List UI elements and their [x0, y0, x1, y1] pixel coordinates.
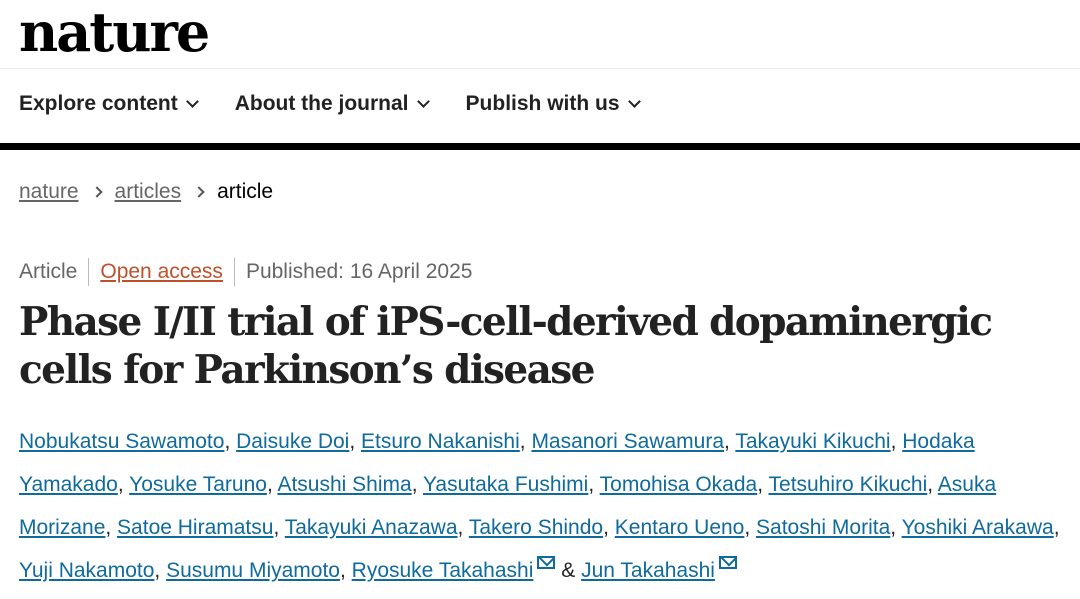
author-link[interactable]: Satoe Hiramatsu: [117, 516, 274, 539]
author-link[interactable]: Daisuke Doi: [236, 430, 350, 453]
breadcrumb-nature[interactable]: nature: [19, 180, 79, 203]
nature-logo[interactable]: nature: [19, 0, 210, 64]
author-link[interactable]: Takero Shindo: [468, 516, 604, 539]
nav-label: Explore content: [19, 92, 178, 115]
author-link[interactable]: Asuka Morizane: [19, 473, 997, 539]
author-link[interactable]: Jun Takahashi: [581, 559, 715, 582]
author-link[interactable]: Yuji Nakamoto: [19, 559, 155, 582]
email-icon[interactable]: [537, 556, 556, 569]
chevron-down-icon: [185, 95, 199, 108]
breadcrumb: nature articles article: [19, 180, 273, 204]
author-link[interactable]: Yoshiki Arakawa: [901, 516, 1054, 539]
nav-publish[interactable]: Publish with us: [465, 92, 641, 116]
author-link[interactable]: Tomohisa Okada: [599, 473, 758, 496]
author-link[interactable]: Yasutaka Fushimi: [422, 473, 589, 496]
author-link[interactable]: Etsuro Nakanishi: [361, 430, 520, 453]
author-link[interactable]: Hodaka Yamakado: [19, 430, 975, 496]
nav-explore-content[interactable]: Explore content: [19, 92, 199, 116]
email-icon[interactable]: [718, 556, 737, 569]
nav-label: About the journal: [234, 92, 409, 115]
header-bar: [0, 143, 1080, 150]
author-link[interactable]: Atsushi Shima: [277, 473, 412, 496]
author-link[interactable]: Kentaro Ueno: [614, 516, 745, 539]
main-nav: Explore content About the journal Publis…: [19, 92, 641, 116]
author-list: Nobukatsu Sawamoto, Daisuke Doi, Etsuro …: [19, 430, 1060, 582]
author-link[interactable]: Susumu Miyamoto: [166, 559, 340, 582]
chevron-down-icon: [416, 95, 430, 108]
author-link[interactable]: Takayuki Anazawa: [284, 516, 458, 539]
author-link[interactable]: Tetsuhiro Kikuchi: [768, 473, 928, 496]
breadcrumb-current: article: [217, 180, 274, 203]
chevron-right-icon: [90, 186, 103, 198]
divider: [0, 68, 1080, 69]
nav-label: Publish with us: [465, 92, 620, 115]
article-type: Article: [19, 260, 78, 283]
chevron-right-icon: [193, 186, 205, 198]
article-title: Phase I/II trial of iPS-cell-derived dop…: [19, 299, 993, 393]
nav-about-journal[interactable]: About the journal: [234, 92, 430, 116]
divider: [233, 258, 235, 286]
chevron-down-icon: [627, 95, 641, 108]
author-link[interactable]: Takayuki Kikuchi: [735, 430, 891, 453]
breadcrumb-articles[interactable]: articles: [114, 180, 182, 203]
author-link[interactable]: Yosuke Taruno: [129, 473, 267, 496]
published-date: Published: 16 April 2025: [245, 260, 473, 283]
author-link[interactable]: Masanori Sawamura: [531, 430, 725, 453]
article-meta: Article Open access Published: 16 April …: [19, 258, 472, 286]
author-link[interactable]: Ryosuke Takahashi: [351, 559, 534, 582]
open-access-link[interactable]: Open access: [100, 260, 223, 283]
author-link[interactable]: Nobukatsu Sawamoto: [19, 430, 225, 453]
divider: [88, 258, 90, 286]
author-link[interactable]: Satoshi Morita: [756, 516, 891, 539]
